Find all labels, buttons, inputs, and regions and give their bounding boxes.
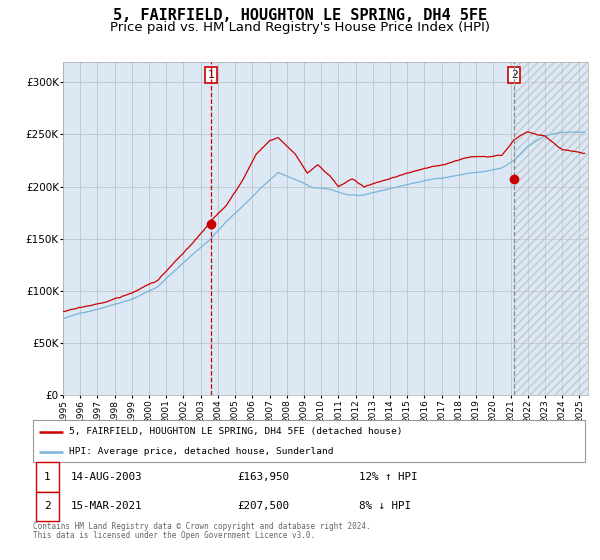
FancyBboxPatch shape [36, 492, 59, 521]
Text: 1: 1 [44, 472, 51, 482]
Text: 2: 2 [44, 501, 51, 511]
Text: 2: 2 [511, 70, 517, 80]
FancyBboxPatch shape [36, 463, 59, 492]
Text: 14-AUG-2003: 14-AUG-2003 [71, 472, 142, 482]
Text: 5, FAIRFIELD, HOUGHTON LE SPRING, DH4 5FE: 5, FAIRFIELD, HOUGHTON LE SPRING, DH4 5F… [113, 8, 487, 24]
Text: 15-MAR-2021: 15-MAR-2021 [71, 501, 142, 511]
Text: £207,500: £207,500 [237, 501, 289, 511]
Text: HPI: Average price, detached house, Sunderland: HPI: Average price, detached house, Sund… [69, 447, 334, 456]
Text: £163,950: £163,950 [237, 472, 289, 482]
Text: 5, FAIRFIELD, HOUGHTON LE SPRING, DH4 5FE (detached house): 5, FAIRFIELD, HOUGHTON LE SPRING, DH4 5F… [69, 427, 403, 436]
Text: 12% ↑ HPI: 12% ↑ HPI [359, 472, 417, 482]
Text: 1: 1 [208, 70, 215, 80]
Bar [514, 62, 588, 395]
Text: 8% ↓ HPI: 8% ↓ HPI [359, 501, 410, 511]
Text: This data is licensed under the Open Government Licence v3.0.: This data is licensed under the Open Gov… [33, 531, 315, 540]
Text: Contains HM Land Registry data © Crown copyright and database right 2024.: Contains HM Land Registry data © Crown c… [33, 522, 371, 531]
Text: Price paid vs. HM Land Registry's House Price Index (HPI): Price paid vs. HM Land Registry's House … [110, 21, 490, 34]
